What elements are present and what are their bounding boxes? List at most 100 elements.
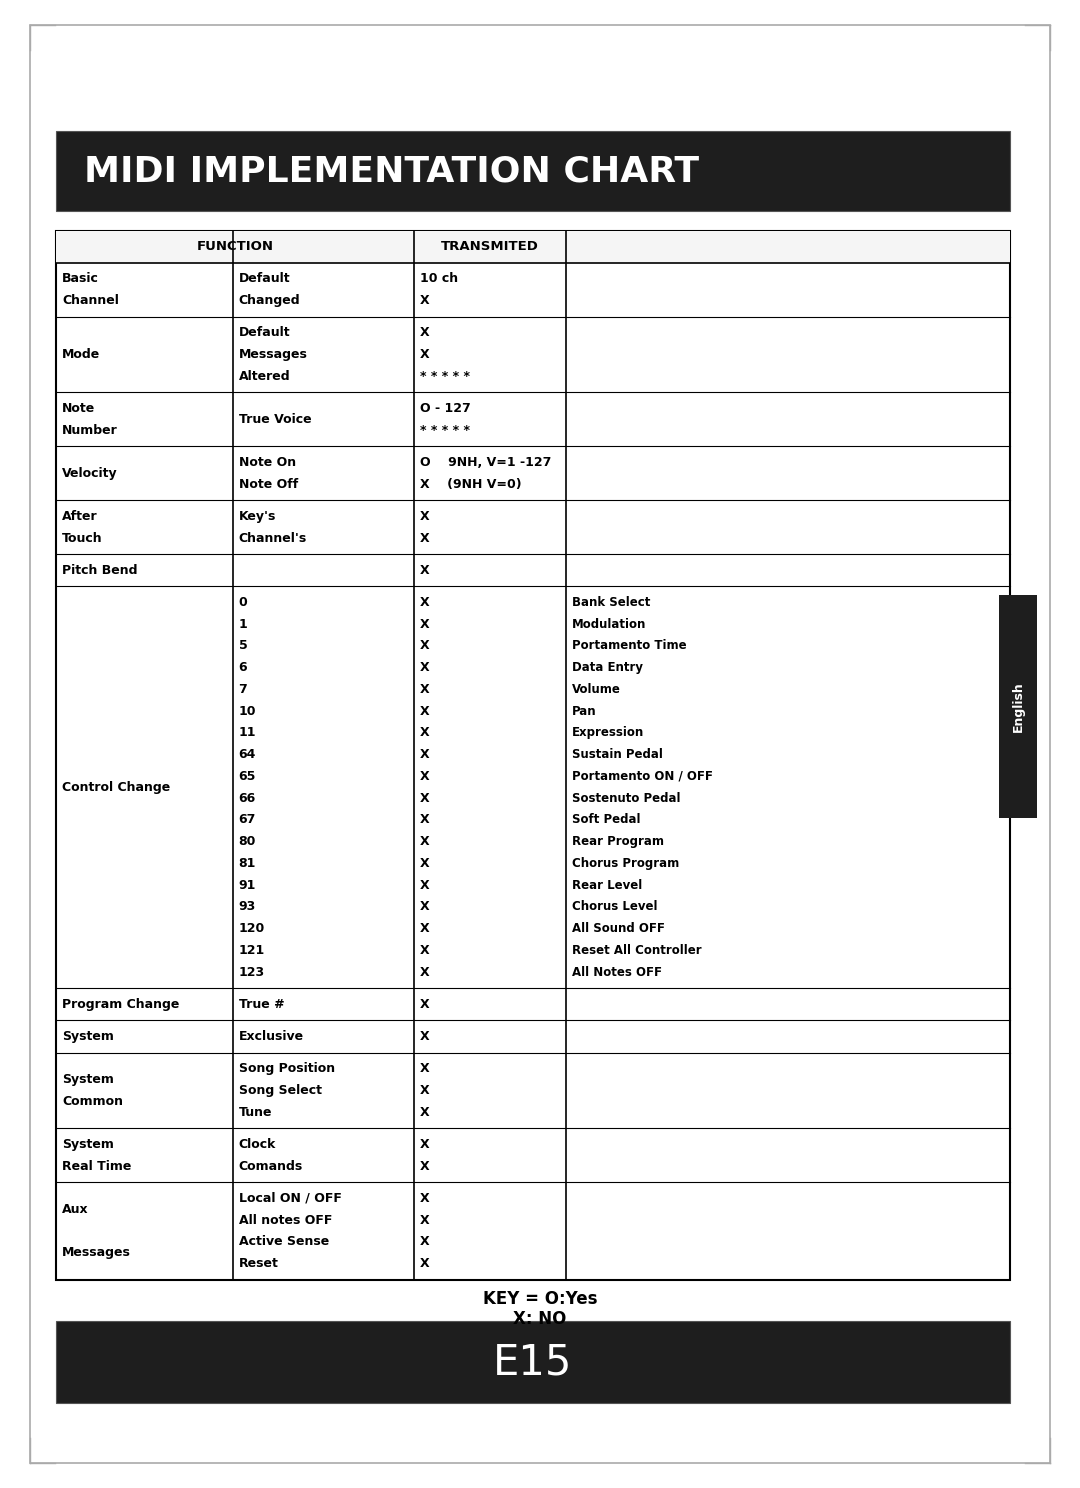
Text: 67: 67 — [239, 814, 256, 826]
Text: MIDI IMPLEMENTATION CHART: MIDI IMPLEMENTATION CHART — [84, 155, 699, 187]
Text: 81: 81 — [239, 857, 256, 870]
Text: 10: 10 — [239, 705, 256, 717]
Text: Channel's: Channel's — [239, 531, 307, 545]
Text: Exclusive: Exclusive — [239, 1030, 303, 1043]
Text: 65: 65 — [239, 769, 256, 783]
Text: 93: 93 — [239, 900, 256, 914]
Text: FUNCTION: FUNCTION — [197, 240, 273, 253]
Bar — [56, 131, 1010, 211]
Text: Pitch Bend: Pitch Bend — [63, 564, 137, 577]
Text: X: X — [420, 1030, 430, 1043]
Text: Default: Default — [239, 272, 291, 286]
Text: Song Position: Song Position — [239, 1062, 335, 1076]
Text: Expression: Expression — [572, 726, 645, 740]
Text: X: X — [420, 597, 430, 609]
Text: X: X — [420, 618, 430, 631]
Text: X: X — [420, 1083, 430, 1097]
Text: X: X — [420, 998, 430, 1010]
Text: Messages: Messages — [239, 348, 308, 362]
Text: Note: Note — [63, 402, 95, 415]
Text: All Sound OFF: All Sound OFF — [572, 923, 665, 934]
Text: Reset All Controller: Reset All Controller — [572, 943, 702, 957]
Text: Note On: Note On — [239, 455, 296, 469]
Text: X: X — [420, 943, 430, 957]
Text: System: System — [63, 1030, 114, 1043]
Text: Rear Level: Rear Level — [572, 878, 643, 891]
Text: 7: 7 — [239, 683, 247, 696]
Bar — [56, 231, 1010, 263]
Text: Mode: Mode — [63, 348, 100, 362]
Text: English: English — [1012, 682, 1025, 732]
Text: 10 ch: 10 ch — [420, 272, 458, 286]
Text: X: X — [420, 564, 430, 577]
Text: True Voice: True Voice — [239, 412, 311, 426]
Text: Default: Default — [239, 326, 291, 339]
Text: Chorus Program: Chorus Program — [572, 857, 679, 870]
Text: Number: Number — [63, 424, 118, 436]
Text: KEY = O:Yes: KEY = O:Yes — [483, 1290, 597, 1308]
Text: X: X — [420, 748, 430, 762]
Text: Key's: Key's — [239, 510, 276, 522]
Text: * * * * *: * * * * * — [420, 369, 470, 382]
Text: Sostenuto Pedal: Sostenuto Pedal — [572, 792, 680, 805]
Text: Messages: Messages — [63, 1245, 131, 1259]
Text: Touch: Touch — [63, 531, 103, 545]
Text: X: X — [420, 1214, 430, 1226]
Text: Volume: Volume — [572, 683, 621, 696]
Text: X: X — [420, 857, 430, 870]
Text: 64: 64 — [239, 748, 256, 762]
Text: Altered: Altered — [239, 369, 291, 382]
Text: 91: 91 — [239, 878, 256, 891]
Text: Tune: Tune — [239, 1106, 272, 1119]
Text: Pan: Pan — [572, 705, 597, 717]
Text: All notes OFF: All notes OFF — [239, 1214, 332, 1226]
Text: X: X — [420, 923, 430, 934]
Text: Common: Common — [63, 1095, 123, 1107]
Text: Clock: Clock — [239, 1138, 276, 1150]
Text: O    9NH, V=1 -127: O 9NH, V=1 -127 — [420, 455, 551, 469]
Text: X: X — [420, 1159, 430, 1173]
Text: X: X — [420, 661, 430, 674]
Text: X: X — [420, 835, 430, 848]
Text: * * * * *: * * * * * — [420, 424, 470, 436]
Text: Changed: Changed — [239, 295, 300, 307]
Text: Basic: Basic — [63, 272, 99, 286]
Text: Song Select: Song Select — [239, 1083, 322, 1097]
Text: 120: 120 — [239, 923, 265, 934]
Text: 11: 11 — [239, 726, 256, 740]
Bar — [56, 1321, 1010, 1403]
Text: E15: E15 — [494, 1341, 572, 1384]
Text: X: X — [420, 640, 430, 653]
Text: X: X — [420, 1192, 430, 1205]
Text: X: X — [420, 1257, 430, 1271]
Text: X: X — [420, 1235, 430, 1248]
Text: Active Sense: Active Sense — [239, 1235, 328, 1248]
Text: Control Change: Control Change — [63, 781, 171, 793]
Text: After: After — [63, 510, 98, 522]
Text: 0: 0 — [239, 597, 247, 609]
Text: O - 127: O - 127 — [420, 402, 471, 415]
Text: X: X — [420, 878, 430, 891]
Text: System: System — [63, 1138, 114, 1150]
Text: X: X — [420, 510, 430, 522]
Text: X: X — [420, 705, 430, 717]
Text: X: NO: X: NO — [513, 1309, 567, 1327]
Text: 123: 123 — [239, 966, 265, 979]
Bar — [56, 231, 1010, 1280]
Text: 80: 80 — [239, 835, 256, 848]
Text: Channel: Channel — [63, 295, 119, 307]
Text: Rear Program: Rear Program — [572, 835, 664, 848]
Text: Chorus Level: Chorus Level — [572, 900, 658, 914]
Text: Data Entry: Data Entry — [572, 661, 644, 674]
Text: True #: True # — [239, 998, 284, 1010]
Bar — [999, 595, 1037, 818]
Text: Real Time: Real Time — [63, 1159, 132, 1173]
Text: 1: 1 — [239, 618, 247, 631]
Text: Modulation: Modulation — [572, 618, 647, 631]
Text: 66: 66 — [239, 792, 256, 805]
Text: TRANSMITED: TRANSMITED — [441, 240, 539, 253]
Text: 5: 5 — [239, 640, 247, 653]
Text: X: X — [420, 531, 430, 545]
Text: All Notes OFF: All Notes OFF — [572, 966, 662, 979]
Text: X: X — [420, 1106, 430, 1119]
